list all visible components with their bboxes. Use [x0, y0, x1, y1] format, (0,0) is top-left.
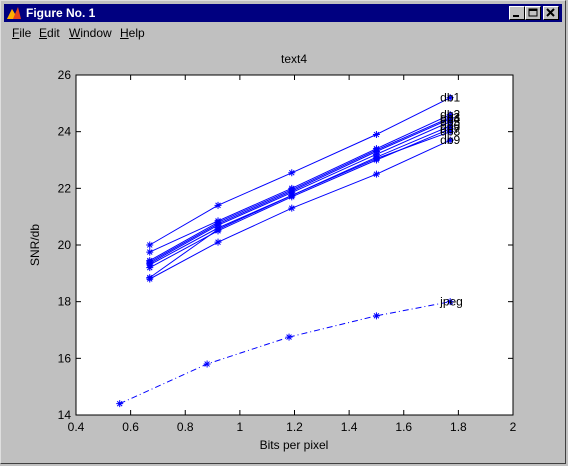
series-label-jpeg: jpeg	[439, 295, 463, 309]
minimize-icon	[513, 15, 519, 17]
menu-edit[interactable]: Edit	[39, 26, 60, 40]
menu-window[interactable]: Window	[69, 26, 112, 40]
x-tick-label: 0.4	[68, 420, 85, 434]
x-tick-label: 1.4	[341, 420, 358, 434]
data-point-db1	[288, 169, 296, 177]
series-label-db5: db5	[440, 115, 460, 129]
y-tick-label: 24	[58, 125, 72, 139]
series-label-db3: db3	[440, 111, 460, 125]
series-label-db2: db2	[440, 108, 460, 122]
menu-file[interactable]: File	[12, 26, 31, 40]
minimize-button[interactable]	[509, 6, 525, 20]
y-tick-label: 26	[58, 68, 72, 82]
x-tick-label: 2	[510, 420, 517, 434]
series-label-db4: db4	[440, 112, 460, 126]
menu-file-rest: ile	[19, 26, 32, 40]
data-point-db1	[372, 131, 380, 138]
chart-title: text4	[281, 52, 307, 66]
data-point-db9	[214, 238, 222, 246]
y-tick-label: 16	[58, 351, 72, 365]
data-point-db7	[146, 264, 154, 272]
y-tick-label: 14	[58, 408, 72, 422]
menu-edit-mnemonic: E	[39, 26, 48, 40]
x-tick-label: 1.8	[450, 420, 467, 434]
y-axis-label: SNR/db	[28, 224, 42, 266]
data-point-db1	[446, 94, 454, 102]
close-button[interactable]	[543, 6, 559, 20]
data-point-jpeg	[116, 400, 124, 408]
figure-canvas: text4 Bits per pixel SNR/db 0.4 0.6 0.8 1 1.…	[4, 43, 562, 461]
data-point-db8	[372, 155, 380, 163]
menu-help[interactable]: Help	[120, 26, 145, 40]
menu-file-mnemonic: F	[12, 26, 20, 40]
series-label-db6: db6	[440, 119, 460, 133]
menu-help-rest: elp	[128, 26, 145, 40]
series-label-db1: db1	[440, 91, 460, 105]
data-point-jpeg	[446, 298, 454, 306]
data-point-db2	[146, 248, 154, 256]
data-point-db8	[288, 191, 296, 199]
data-point-jpeg	[203, 360, 211, 368]
axis-ticks: 0.4 0.6 0.8 1 1.2 1.4 1.6 1.8 2 14 16 18 20 22 24 26	[58, 68, 517, 434]
x-axis-label: Bits per pixel	[260, 438, 329, 452]
series-label-db9: db9	[440, 133, 460, 147]
data-point-db1	[214, 201, 222, 209]
window-title: Figure No. 1	[26, 6, 96, 20]
series-points	[116, 94, 454, 408]
x-tick-label: 0.8	[177, 420, 194, 434]
menu-window-rest: indow	[80, 26, 112, 40]
data-point-db9	[446, 136, 454, 144]
data-point-db9	[146, 275, 154, 283]
data-point-db9	[288, 204, 296, 212]
menu-bar: File Edit Window Help	[4, 23, 562, 42]
data-point-jpeg	[372, 312, 380, 320]
maximize-button[interactable]	[525, 6, 541, 20]
chart-svg: text4 Bits per pixel SNR/db 0.4 0.6 0.8 1 1.…	[28, 52, 517, 452]
menu-help-mnemonic: H	[120, 26, 129, 40]
x-tick-label: 1.6	[395, 420, 412, 434]
data-point-jpeg	[285, 333, 293, 341]
menu-window-mnemonic: W	[69, 26, 81, 40]
y-tick-label: 20	[58, 238, 72, 252]
data-point-db8	[214, 225, 222, 233]
data-point-db9	[372, 170, 380, 178]
series-label-db7: db7	[440, 122, 460, 136]
y-tick-label: 18	[58, 295, 72, 309]
title-bar[interactable]: Figure No. 1	[4, 4, 562, 22]
matlab-logo-icon	[6, 5, 22, 21]
x-tick-label: 1.2	[286, 420, 303, 434]
y-tick-label: 22	[58, 181, 72, 195]
x-tick-label: 1	[237, 420, 244, 434]
x-tick-label: 0.6	[122, 420, 139, 434]
data-point-db8	[446, 128, 454, 136]
close-icon	[546, 8, 555, 17]
menu-edit-rest: dit	[47, 26, 60, 40]
data-point-db5	[446, 118, 454, 126]
maximize-icon	[528, 8, 538, 17]
series-label-db8: db8	[440, 125, 460, 139]
data-point-db1	[146, 241, 154, 249]
